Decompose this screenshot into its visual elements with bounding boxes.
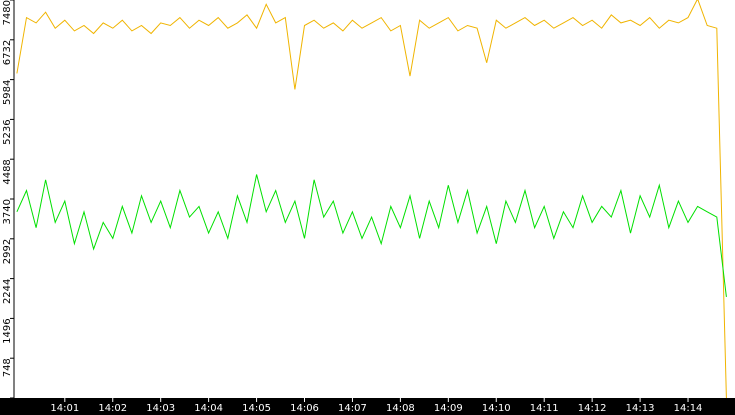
x-tick-label: 14:11 — [530, 403, 559, 414]
y-tick-label: 4488 — [2, 159, 13, 184]
y-tick-label: 748 — [2, 358, 13, 377]
x-tick-label: 14:01 — [50, 403, 79, 414]
x-tick-label: 14:12 — [578, 403, 607, 414]
x-tick-label: 14:04 — [194, 403, 223, 414]
y-tick-label: 6732 — [2, 40, 13, 65]
x-tick-label: 14:05 — [242, 403, 271, 414]
y-tick-label: 7480 — [2, 0, 13, 25]
x-tick-label: 14:10 — [482, 403, 511, 414]
y-tick-label: 2244 — [2, 279, 13, 304]
y-tick-label: 5984 — [2, 80, 13, 105]
series-line — [16, 0, 727, 399]
x-tick-label: 14:14 — [674, 403, 703, 414]
series-line — [16, 174, 727, 297]
x-axis-band — [0, 398, 735, 415]
x-tick-label: 14:03 — [146, 403, 175, 414]
y-tick-label: 2992 — [2, 239, 13, 264]
y-tick-label: 1496 — [2, 318, 13, 343]
x-tick-label: 14:06 — [290, 403, 319, 414]
x-tick-label: 14:13 — [626, 403, 655, 414]
x-tick-label: 14:02 — [98, 403, 127, 414]
x-tick-label: 14:09 — [434, 403, 463, 414]
y-tick-label: 3740 — [2, 199, 13, 224]
x-tick-label: 14:08 — [386, 403, 415, 414]
y-tick-label: 0 — [2, 398, 13, 404]
x-tick-label: 14:07 — [338, 403, 367, 414]
y-tick-label: 5236 — [2, 119, 13, 144]
